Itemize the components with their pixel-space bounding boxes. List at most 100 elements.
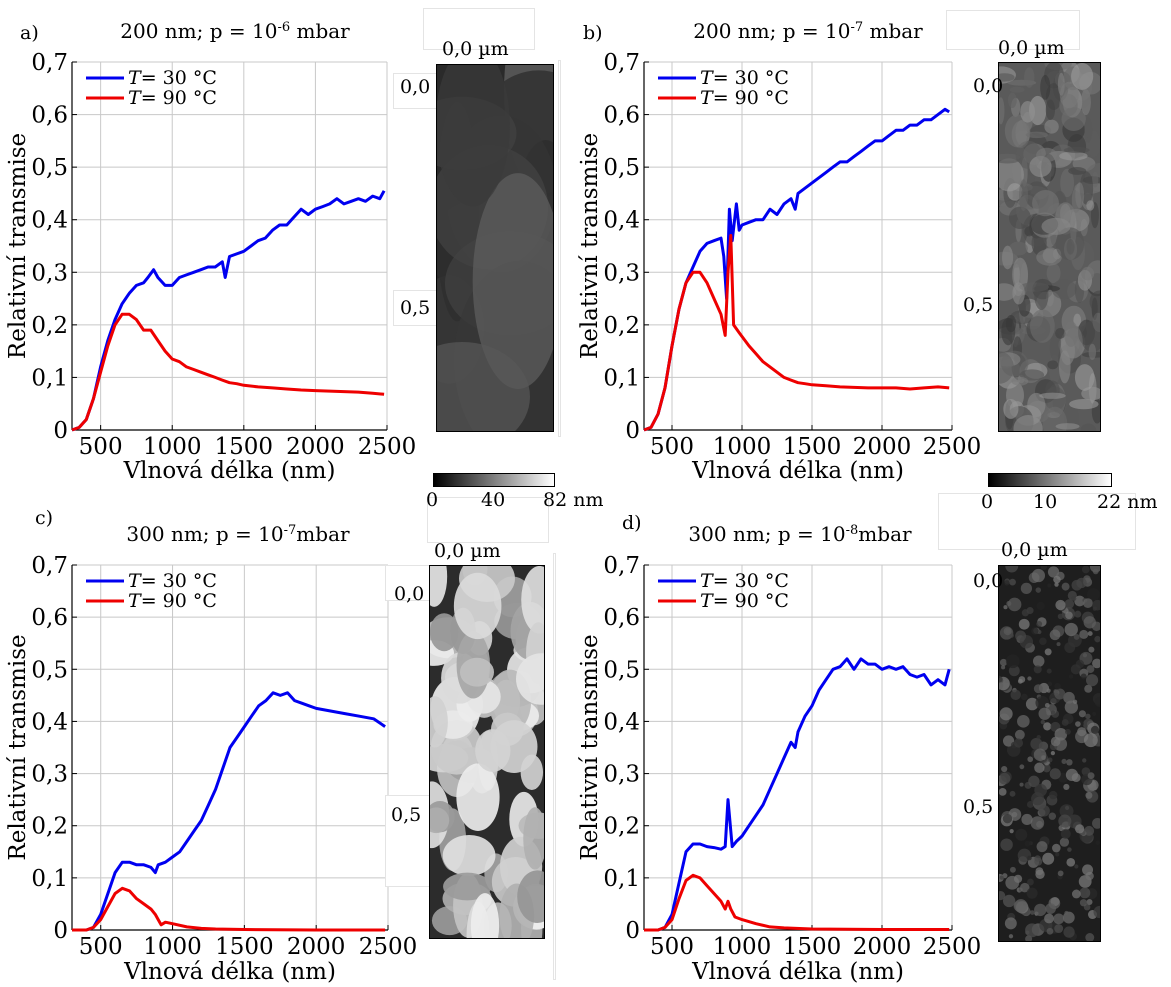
- y-axis-label: Relativní transmise: [5, 133, 31, 359]
- afm-position-label: 0,0: [973, 75, 1004, 97]
- x-tick-label: 2500: [359, 934, 418, 960]
- y-tick-label: 0: [625, 418, 640, 444]
- x-tick-label: 1000: [143, 934, 202, 960]
- x-tick-label: 1000: [713, 434, 772, 460]
- x-tick-label: 1000: [143, 434, 202, 460]
- series-line: [643, 107, 950, 432]
- afm-position-label: 0,5: [400, 297, 431, 319]
- y-tick-label: 0,1: [603, 866, 640, 892]
- panel-title: 200 nm; p = 10-6 mbar: [120, 19, 350, 43]
- y-tick-label: 0,6: [603, 605, 640, 631]
- series-line: [72, 691, 386, 932]
- x-tick-label: 2500: [923, 434, 982, 460]
- legend-label: T= 30 °C: [700, 570, 789, 592]
- legend-label: T= 90 °C: [128, 87, 217, 109]
- series-line: [71, 190, 386, 432]
- y-tick-label: 0,1: [31, 365, 68, 391]
- x-axis-label: Vlnová délka (nm): [123, 959, 336, 985]
- y-tick-label: 0,6: [603, 103, 640, 129]
- x-tick-label: 2500: [923, 934, 982, 960]
- x-tick-label: 500: [79, 934, 123, 960]
- frame-box: [946, 10, 1080, 50]
- y-tick-label: 0,3: [603, 762, 640, 788]
- afm-position-label: 0,0: [394, 583, 425, 605]
- y-tick-label: 0,4: [603, 208, 640, 234]
- panel-title: 300 nm; p = 10-7mbar: [126, 522, 350, 546]
- afm-image: [429, 565, 545, 939]
- y-tick-label: 0,1: [31, 866, 68, 892]
- y-tick-label: 0,7: [31, 553, 68, 579]
- series-line: [644, 657, 951, 932]
- y-axis-label: Relativní transmise: [577, 634, 603, 860]
- x-tick-label: 500: [650, 434, 694, 460]
- x-axis-label: Vlnová délka (nm): [123, 458, 336, 484]
- afm-texture: [999, 63, 1100, 431]
- y-tick-label: 0: [625, 918, 640, 944]
- afm-texture: [999, 566, 1100, 941]
- series-line: [72, 886, 386, 932]
- afm-scale-label: 0,0 µm: [434, 540, 501, 562]
- colorbar-tick: 40: [481, 489, 506, 511]
- y-tick-label: 0,4: [603, 709, 640, 735]
- x-tick-label: 2000: [287, 934, 346, 960]
- panel-title: 200 nm; p = 10-7 mbar: [693, 19, 923, 43]
- legend-label: T= 90 °C: [128, 590, 217, 612]
- frame-box: [553, 553, 556, 980]
- legend-label: T= 30 °C: [128, 67, 217, 89]
- panel-letter: c): [35, 507, 54, 529]
- panel-letter: b): [583, 22, 603, 44]
- colorbar: [433, 473, 555, 487]
- colorbar-tick: 0: [426, 489, 439, 511]
- frame-box: [393, 290, 437, 326]
- x-axis-label: Vlnová délka (nm): [691, 458, 904, 484]
- afm-image: [998, 62, 1101, 432]
- y-tick-label: 0,2: [31, 313, 68, 339]
- frame-box: [423, 8, 535, 50]
- afm-position-label: 0,5: [963, 294, 994, 316]
- panel-title: 300 nm; p = 10-8mbar: [688, 522, 912, 546]
- afm-position-label: 0,5: [391, 804, 422, 826]
- frame-box: [938, 493, 1136, 550]
- x-tick-label: 500: [79, 434, 123, 460]
- frame-box: [558, 60, 561, 437]
- x-tick-label: 500: [650, 934, 694, 960]
- series-line: [643, 234, 950, 432]
- x-tick-label: 2000: [853, 434, 912, 460]
- y-tick-label: 0,7: [603, 50, 640, 76]
- y-tick-label: 0,1: [603, 365, 640, 391]
- frame-box: [385, 565, 432, 601]
- colorbar-tick: 10: [1033, 491, 1058, 513]
- afm-position-label: 0,0: [973, 570, 1004, 592]
- y-axis-label: Relativní transmise: [5, 634, 31, 860]
- series-line: [644, 873, 950, 932]
- series-line: [71, 312, 385, 432]
- y-tick-label: 0,6: [31, 103, 68, 129]
- legend-label: T= 90 °C: [700, 590, 789, 612]
- afm-position-label: 0,0: [400, 76, 431, 98]
- panel-letter: a): [20, 22, 39, 44]
- x-tick-label: 1000: [713, 934, 772, 960]
- y-tick-label: 0,6: [31, 605, 68, 631]
- x-tick-label: 1500: [215, 934, 274, 960]
- colorbar-tick: 22 nm: [1097, 491, 1158, 513]
- y-tick-label: 0,2: [31, 814, 68, 840]
- y-tick-label: 0,4: [31, 208, 68, 234]
- y-tick-label: 0,7: [603, 553, 640, 579]
- x-tick-label: 1500: [783, 934, 842, 960]
- afm-texture: [437, 65, 553, 431]
- y-tick-label: 0,3: [603, 260, 640, 286]
- y-tick-label: 0,5: [31, 155, 68, 181]
- frame-box: [393, 73, 437, 109]
- afm-scale-label: 0,0 µm: [998, 37, 1065, 59]
- legend-label: T= 30 °C: [700, 67, 789, 89]
- afm-scale-label: 0,0 µm: [1001, 539, 1068, 561]
- y-tick-label: 0: [53, 418, 68, 444]
- frame-box: [427, 497, 549, 543]
- x-axis-label: Vlnová délka (nm): [691, 959, 904, 985]
- x-tick-label: 2500: [358, 434, 417, 460]
- y-tick-label: 0,5: [603, 155, 640, 181]
- afm-texture: [430, 566, 544, 938]
- y-tick-label: 0,3: [31, 260, 68, 286]
